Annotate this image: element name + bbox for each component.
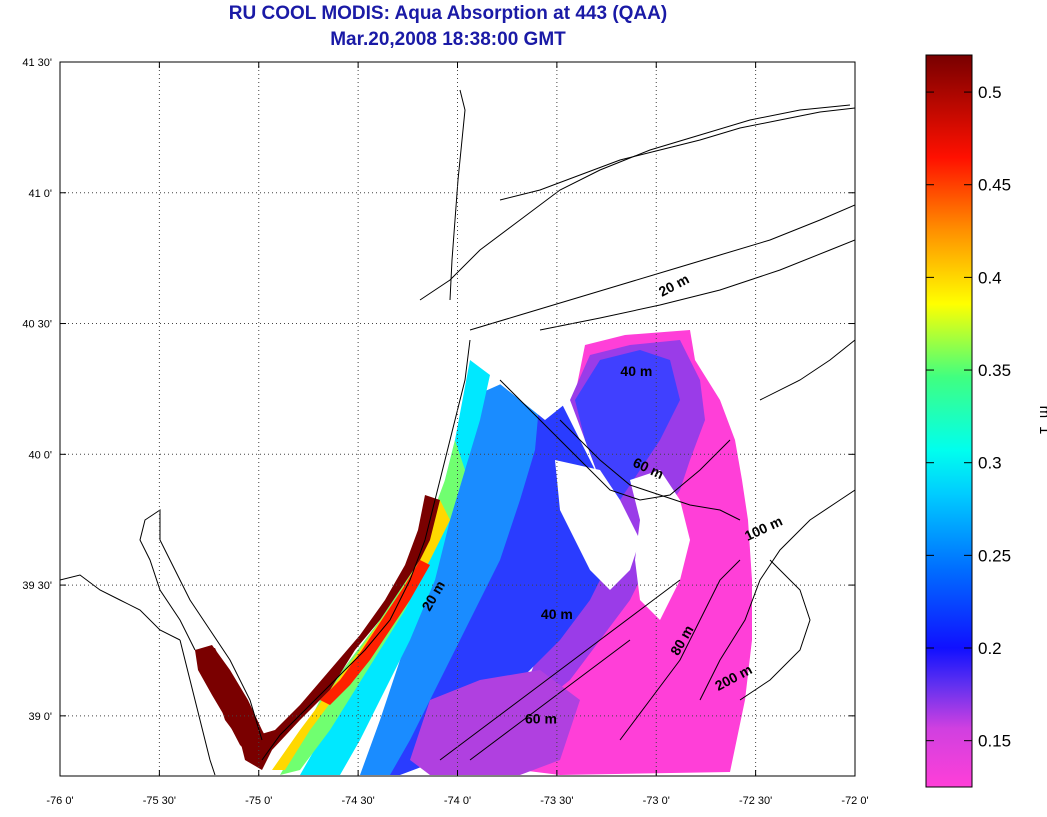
contour-label: 40 m <box>620 363 652 379</box>
delaware-bay-outline <box>139 509 263 741</box>
colorbar-ticks: 0.5 0.45 0.4 0.35 0.3 0.25 0.2 0.15 <box>926 83 1011 751</box>
offshore-contour-east <box>759 339 855 401</box>
contour-60m <box>559 419 741 521</box>
field-blue-offshore <box>575 350 680 500</box>
colorbar-tick-label: 0.5 <box>978 83 1002 102</box>
lon-tick-label: -75 30' <box>143 795 176 807</box>
colorbar-tick-label: 0.25 <box>978 546 1011 565</box>
lon-tick-label: -76 0' <box>46 795 73 807</box>
connecticut-coast <box>499 107 855 201</box>
colorbar: 0.5 0.45 0.4 0.35 0.3 0.25 0.2 0.15 m⁻1 <box>925 54 1047 788</box>
field-cyan-nearshore <box>300 360 490 775</box>
lon-tick-label: -75 0' <box>245 795 272 807</box>
field-lightblue-inner <box>360 380 540 775</box>
colorbar-tick-label: 0.3 <box>978 454 1002 473</box>
shelf-contour-north <box>539 239 855 331</box>
lon-tick-label: -73 30' <box>540 795 573 807</box>
delmarva-coast <box>179 639 216 776</box>
map-frame <box>59 61 856 777</box>
lat-tick-label: 40 30' <box>22 319 52 331</box>
colorbar-tick-label: 0.35 <box>978 361 1011 380</box>
colorbar-tick-label: 0.4 <box>978 268 1002 287</box>
latitude-tick-labels: 41 30' 41 0' 40 30' 40 0' 39 30' 39 0' <box>22 57 52 723</box>
map-subtitle: Mar.20,2008 18:38:00 GMT <box>330 29 566 50</box>
map-grid <box>59 61 856 776</box>
lon-tick-label: -74 30' <box>341 795 374 807</box>
coastline-outlines <box>60 89 855 776</box>
west-shore <box>60 574 181 641</box>
long-island-south-shore <box>469 204 855 331</box>
lon-tick-label: -73 0' <box>643 795 670 807</box>
lon-tick-label: -72 0' <box>841 795 868 807</box>
colorbar-tick-label: 0.15 <box>978 732 1011 751</box>
lon-tick-label: -72 30' <box>739 795 772 807</box>
lat-tick-label: 41 0' <box>28 188 52 200</box>
absorption-field <box>195 330 752 775</box>
lat-tick-label: 40 0' <box>28 449 52 461</box>
new-jersey-coast <box>261 339 471 761</box>
long-island-north-shore <box>419 104 851 301</box>
colorbar-unit-label: m⁻1 <box>1036 406 1047 435</box>
lat-tick-label: 39 30' <box>22 580 52 592</box>
field-gap-east <box>630 470 690 620</box>
field-gap-central <box>555 460 640 590</box>
contour-80m <box>619 559 741 741</box>
colorbar-tick-label: 0.2 <box>978 639 1002 658</box>
field-red-fringe <box>320 560 430 705</box>
colorbar-ramp <box>925 54 973 788</box>
lat-tick-label: 39 0' <box>28 711 52 723</box>
field-darkred-delaware-bay <box>195 645 270 760</box>
offshore-contour-ridge-1 <box>439 579 681 761</box>
contour-40m <box>499 379 731 501</box>
hudson-river <box>449 89 466 301</box>
colorbar-tick-label: 0.45 <box>978 176 1011 195</box>
field-gap-north <box>495 345 570 420</box>
lon-tick-label: -74 0' <box>444 795 471 807</box>
contour-label: 60 m <box>525 711 557 727</box>
longitude-tick-labels: -76 0' -75 30' -75 0' -74 30' -74 0' -73 30' -… <box>46 795 868 807</box>
lat-tick-label: 41 30' <box>22 57 52 69</box>
offshore-contour-ridge-2 <box>469 639 631 761</box>
map-title: RU COOL MODIS: Aqua Absorption at 443 (Q… <box>229 3 667 24</box>
contour-100m <box>699 489 855 701</box>
field-purple-south <box>410 670 580 775</box>
contour-200m <box>739 559 811 701</box>
